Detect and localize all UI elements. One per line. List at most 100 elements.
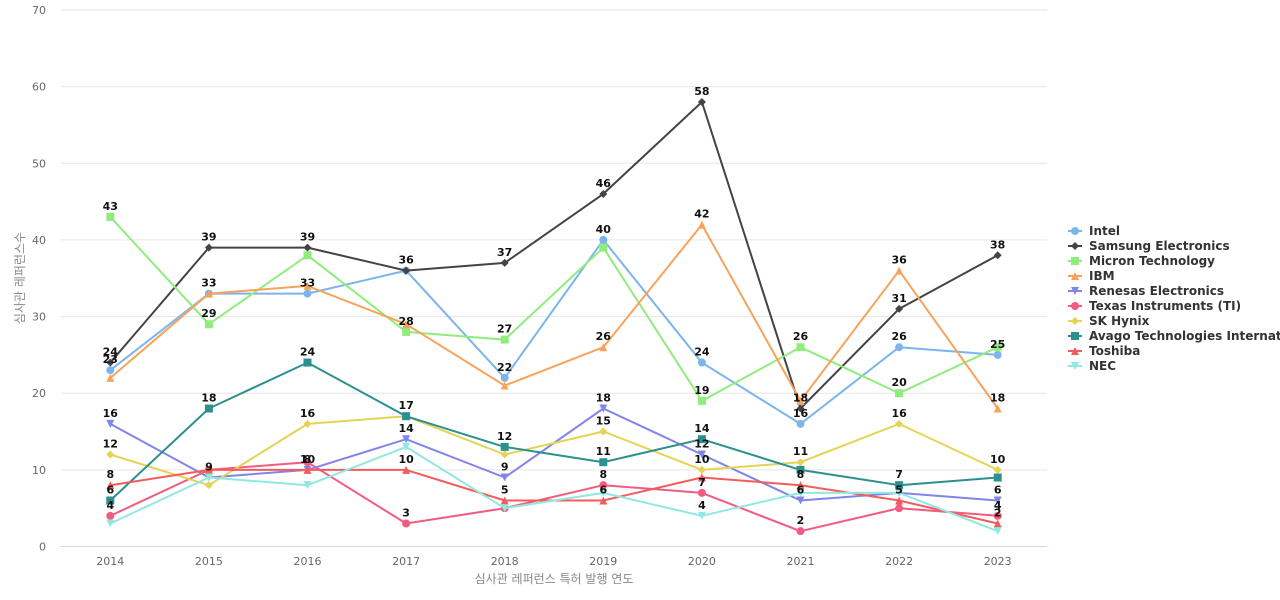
data-point xyxy=(500,442,509,451)
legend-item[interactable]: NEC xyxy=(1068,359,1116,373)
legend-marker xyxy=(1071,287,1079,295)
data-label: 16 xyxy=(300,407,316,420)
legend-item[interactable]: Micron Technology xyxy=(1068,254,1215,268)
y-tick-label: 0 xyxy=(39,541,46,554)
legend-marker xyxy=(1071,302,1079,310)
y-tick-label: 50 xyxy=(32,157,46,170)
data-point xyxy=(402,519,411,528)
data-point xyxy=(796,343,805,352)
y-axis-title: 심사관 레퍼런스수 xyxy=(13,232,27,324)
data-label: 5 xyxy=(895,484,903,497)
data-point xyxy=(697,220,706,229)
data-point xyxy=(303,251,312,260)
y-tick-label: 40 xyxy=(32,234,46,247)
data-point xyxy=(106,511,115,520)
y-tick-label: 20 xyxy=(32,387,46,400)
data-point xyxy=(697,511,706,520)
data-point xyxy=(796,488,805,497)
data-label: 39 xyxy=(201,231,216,244)
data-label: 19 xyxy=(694,384,709,397)
data-point xyxy=(599,458,608,467)
legend-item[interactable]: IBM xyxy=(1068,269,1115,283)
legend-item[interactable]: SK Hynix xyxy=(1068,314,1150,328)
data-label: 10 xyxy=(398,453,414,466)
legend-marker xyxy=(1071,272,1079,280)
data-point xyxy=(697,488,706,497)
data-point xyxy=(993,527,1002,536)
data-point xyxy=(895,389,904,398)
data-label: 8 xyxy=(797,468,805,481)
series-nec xyxy=(106,442,1002,536)
legend-item[interactable]: Texas Instruments (TI) xyxy=(1068,299,1241,313)
data-point xyxy=(993,496,1002,505)
x-tick-label: 2020 xyxy=(688,555,716,568)
data-label: 16 xyxy=(891,407,907,420)
data-point xyxy=(402,266,411,275)
y-tick-label: 70 xyxy=(32,4,46,17)
legend-marker xyxy=(1071,347,1079,355)
legend-label: SK Hynix xyxy=(1089,314,1150,328)
x-tick-label: 2016 xyxy=(294,555,322,568)
x-tick-label: 2015 xyxy=(195,555,223,568)
data-point xyxy=(303,458,312,467)
data-label: 12 xyxy=(694,438,709,451)
data-point xyxy=(993,404,1002,413)
data-point xyxy=(500,258,509,267)
data-label: 38 xyxy=(990,238,1005,251)
data-point xyxy=(500,504,509,513)
data-label: 24 xyxy=(694,346,710,359)
data-label: 7 xyxy=(895,468,903,481)
data-point xyxy=(796,458,805,467)
legend-label: Texas Instruments (TI) xyxy=(1089,299,1241,313)
data-point xyxy=(895,481,904,490)
data-label: 37 xyxy=(497,246,512,259)
gridlines xyxy=(61,9,1047,471)
legend-label: Micron Technology xyxy=(1089,254,1215,268)
data-point xyxy=(599,481,608,490)
data-point xyxy=(599,235,608,244)
x-tick-label: 2019 xyxy=(589,555,617,568)
x-tick-label: 2018 xyxy=(491,555,519,568)
data-point xyxy=(303,358,312,367)
legend-item[interactable]: Renesas Electronics xyxy=(1068,284,1224,298)
data-label: 24 xyxy=(103,346,119,359)
data-point xyxy=(599,343,608,352)
series-sk-hynix xyxy=(106,412,1002,490)
data-point xyxy=(106,358,115,367)
data-label: 28 xyxy=(398,315,413,328)
legend-item[interactable]: Intel xyxy=(1068,224,1120,238)
series-line xyxy=(109,461,998,533)
data-point xyxy=(106,212,115,221)
data-point xyxy=(697,450,706,459)
data-point xyxy=(106,373,115,382)
data-point xyxy=(106,496,115,505)
data-point xyxy=(204,473,213,482)
data-label: 26 xyxy=(596,330,612,343)
data-point xyxy=(106,450,115,459)
data-point xyxy=(402,465,411,474)
data-point xyxy=(599,189,608,198)
data-label: 16 xyxy=(103,407,119,420)
data-point xyxy=(303,481,312,490)
data-label: 17 xyxy=(398,399,413,412)
data-label: 4 xyxy=(698,499,706,512)
x-axis-title: 심사관 레퍼런스 특허 발행 연도 xyxy=(475,571,634,586)
series-line xyxy=(110,415,999,487)
legend-item[interactable]: Avago Technologies Internat... xyxy=(1068,329,1280,343)
data-label: 8 xyxy=(304,453,312,466)
data-label: 2 xyxy=(994,507,1002,520)
data-label: 40 xyxy=(596,223,612,236)
legend-item[interactable]: Samsung Electronics xyxy=(1068,239,1230,253)
data-point xyxy=(895,266,904,275)
legend-label: Renesas Electronics xyxy=(1089,284,1224,298)
data-label: 24 xyxy=(300,346,316,359)
data-label: 26 xyxy=(891,330,907,343)
data-point xyxy=(697,396,706,405)
x-tick-label: 2023 xyxy=(984,555,1012,568)
legend-item[interactable]: Toshiba xyxy=(1068,344,1140,358)
data-label: 11 xyxy=(793,445,808,458)
data-point xyxy=(204,320,213,329)
data-label: 33 xyxy=(201,277,216,290)
data-label: 18 xyxy=(596,392,611,405)
